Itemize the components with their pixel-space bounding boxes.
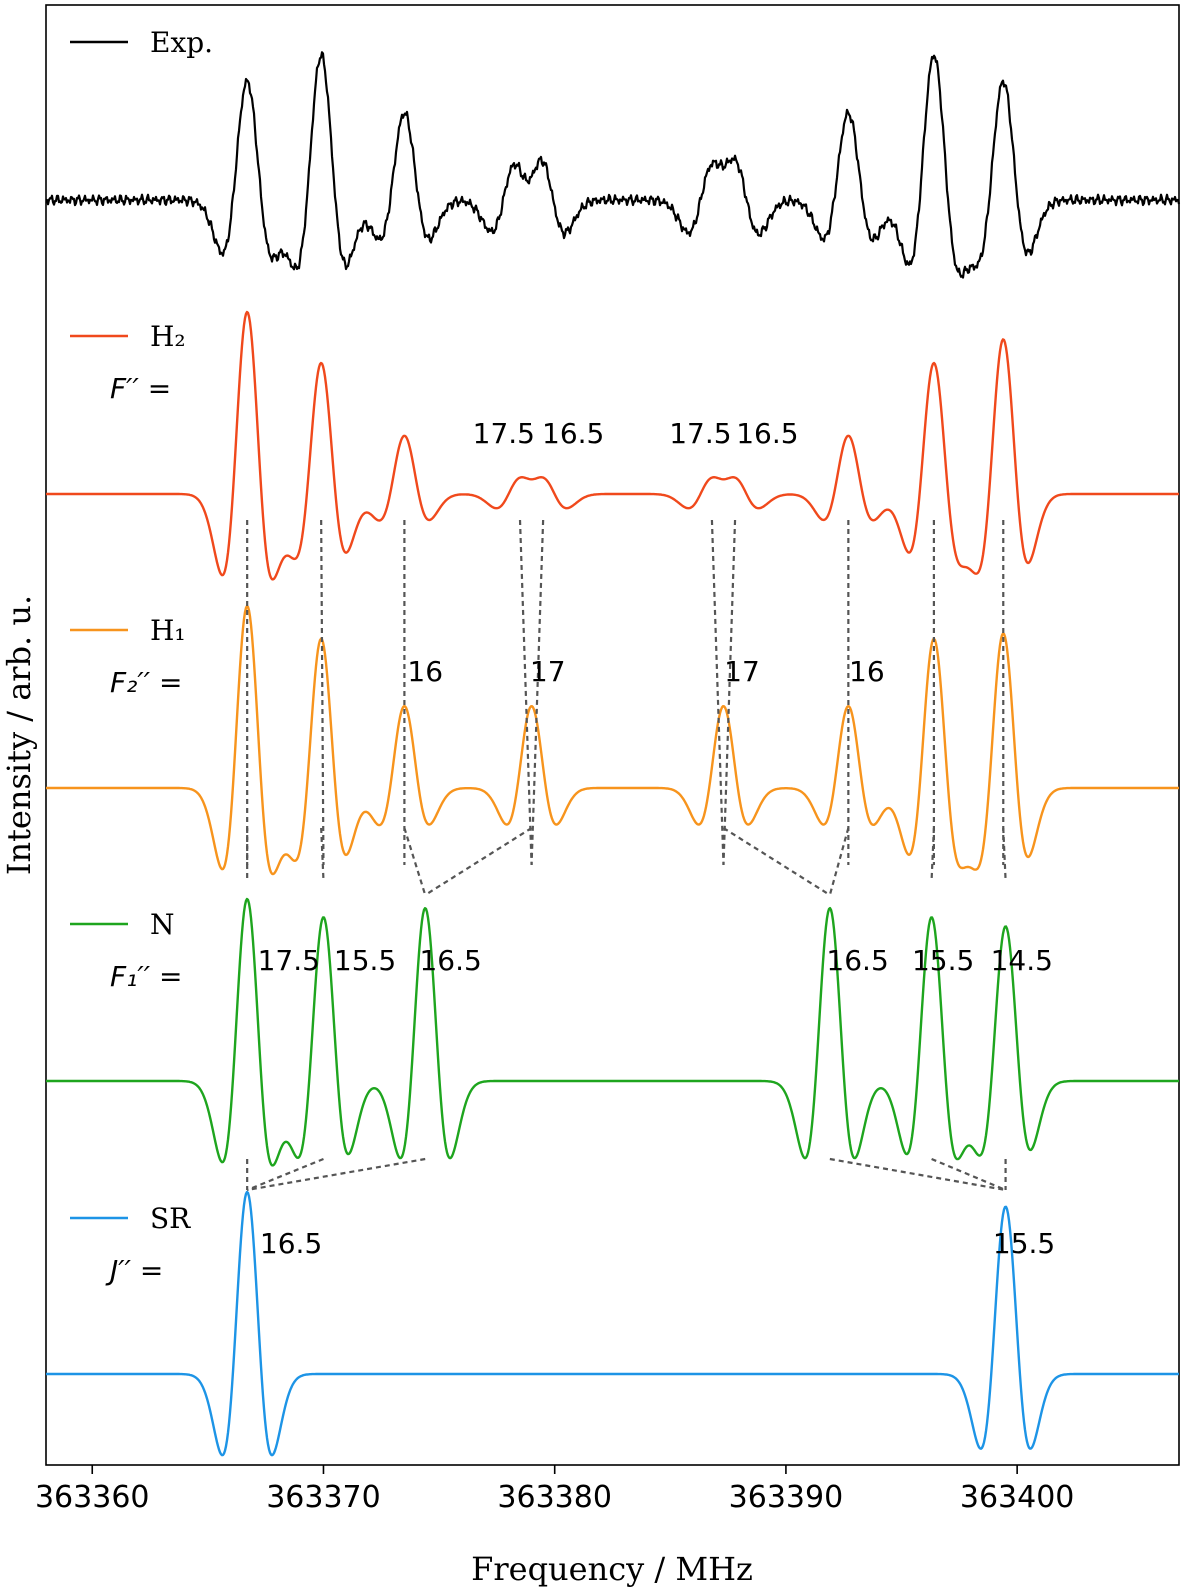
correlation-line-21 [829,1157,1006,1192]
peak-label-2-1: 17 [530,655,566,688]
peak-label-1-0: 17.5 [473,417,535,450]
peak-label-2-3: 16 [849,655,885,688]
legend-label-1: H₂ [150,320,186,353]
correlation-line-19 [246,1157,324,1192]
correlation-line-14 [722,827,831,896]
peak-label-3-5: 14.5 [991,944,1053,977]
legend-label-3: N [150,908,175,941]
quantum-number-label-3: F₁′′ = [110,960,182,993]
correlation-line-15 [828,827,850,896]
peak-label-4-0: 16.5 [260,1227,322,1260]
peak-label-3-4: 15.5 [912,944,974,977]
correlation-line-22 [931,1157,1007,1192]
correlation-line-3 [518,519,533,866]
correlation-line-5 [710,519,725,866]
peak-label-4-1: 15.5 [993,1227,1055,1260]
x-tick-label-2: 363380 [497,1480,612,1515]
x-tick-label-3: 363390 [729,1480,844,1515]
correlation-line-13 [424,827,533,896]
legend-group: Exp. H₂ F′′ = H₁ F₂′′ = N F₁′′ = SR J′′ = [70,26,213,1287]
peak-label-3-2: 16.5 [419,944,481,977]
peak-label-1-2: 17.5 [669,417,731,450]
legend-label-4: SR [150,1202,191,1235]
correlation-line-6 [722,519,737,866]
correlation-lines-group [246,519,1007,1192]
x-tick-label-1: 363370 [266,1480,381,1515]
spectrum-line-0 [45,51,1181,279]
legend-label-0: Exp. [150,26,213,59]
quantum-number-label-2: F₂′′ = [110,666,182,699]
spectrum-line-1 [45,310,1180,581]
y-axis-title: Intensity / arb. u. [0,595,38,875]
plot-frame [45,4,1180,1466]
quantum-number-label-1: F′′ = [110,372,171,405]
spectra-group [45,51,1181,1457]
x-axis: 363360 363370 363380 363390 363400 [35,1465,1074,1515]
spectrum-line-2 [45,604,1180,876]
x-tick-label-0: 363360 [35,1480,150,1515]
peak-label-3-0: 17.5 [258,944,320,977]
correlation-line-4 [530,519,545,866]
quantum-number-label-4: J′′ = [105,1254,163,1287]
spectrum-line-4 [45,1190,1180,1457]
legend-label-2: H₁ [150,614,186,647]
peak-label-3-1: 15.5 [334,944,396,977]
correlation-line-20 [246,1157,426,1192]
peak-label-2-2: 17 [724,655,760,688]
x-axis-title: Frequency / MHz [471,1550,753,1588]
spectrum-line-3 [45,897,1180,1167]
correlation-line-12 [403,827,427,896]
peak-label-3-3: 16.5 [826,944,888,977]
peak-label-2-0: 16 [407,655,443,688]
correlation-line-1 [320,519,325,866]
x-tick-label-4: 363400 [960,1480,1075,1515]
peak-label-1-3: 16.5 [736,417,798,450]
peak-label-1-1: 16.5 [542,417,604,450]
